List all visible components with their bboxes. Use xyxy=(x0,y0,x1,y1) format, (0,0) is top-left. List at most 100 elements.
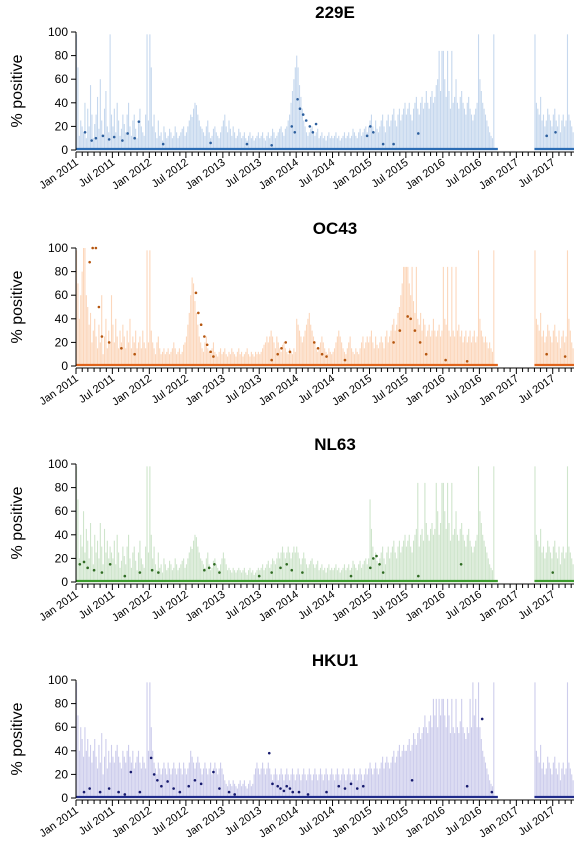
bar xyxy=(204,342,206,366)
bar xyxy=(183,558,185,582)
bar xyxy=(137,750,140,798)
bar xyxy=(136,756,138,798)
bar xyxy=(571,774,573,798)
data-point xyxy=(284,341,288,344)
data-point xyxy=(203,568,206,572)
bar xyxy=(149,466,151,582)
bar xyxy=(434,330,436,366)
data-point xyxy=(178,790,182,794)
bar xyxy=(336,138,338,150)
bar xyxy=(228,567,230,582)
bar xyxy=(218,768,220,798)
data-point xyxy=(212,355,215,358)
bar xyxy=(210,762,212,798)
bar xyxy=(115,564,117,582)
bar xyxy=(434,96,436,150)
bar xyxy=(293,774,295,798)
bar xyxy=(160,354,162,366)
bar xyxy=(312,774,315,798)
bar xyxy=(153,114,155,150)
bar xyxy=(447,698,449,798)
bar xyxy=(386,756,388,798)
bar xyxy=(571,558,573,582)
bar xyxy=(421,733,423,798)
bar xyxy=(468,96,470,150)
bar xyxy=(236,135,238,150)
bar xyxy=(400,756,402,798)
bar xyxy=(210,570,212,582)
bar xyxy=(311,780,313,798)
bar xyxy=(544,774,546,798)
data-point xyxy=(138,790,142,794)
bar xyxy=(317,128,319,150)
data-point xyxy=(325,355,328,358)
bar xyxy=(190,750,192,798)
bar xyxy=(360,567,363,582)
bar xyxy=(277,780,279,798)
bar xyxy=(462,102,464,150)
bar xyxy=(308,312,310,366)
bar xyxy=(112,324,114,366)
bar xyxy=(281,546,284,582)
bar xyxy=(150,67,152,150)
bar xyxy=(174,768,176,798)
bar xyxy=(370,114,372,150)
data-point xyxy=(285,563,289,566)
bar xyxy=(191,756,193,798)
bar xyxy=(298,330,301,366)
bar xyxy=(403,540,405,582)
bar xyxy=(202,351,205,366)
bar xyxy=(266,768,268,798)
bar xyxy=(537,756,539,798)
bar xyxy=(269,768,271,798)
bar xyxy=(397,114,399,150)
bar xyxy=(163,126,165,150)
bar xyxy=(315,774,317,798)
bar xyxy=(476,336,478,366)
bar xyxy=(442,482,444,582)
bar xyxy=(489,780,491,798)
bar xyxy=(561,336,563,366)
data-point xyxy=(314,122,318,126)
bar xyxy=(544,342,546,366)
bar xyxy=(77,67,79,150)
bar xyxy=(279,558,281,582)
bar xyxy=(458,733,460,798)
bar xyxy=(410,295,412,366)
bar xyxy=(348,564,350,582)
bar xyxy=(487,774,489,798)
bar xyxy=(118,756,120,798)
bar xyxy=(311,330,313,366)
bar xyxy=(137,120,140,150)
bar xyxy=(566,682,569,798)
bar xyxy=(317,351,319,366)
bar xyxy=(324,774,326,798)
bar xyxy=(274,138,276,150)
bar xyxy=(231,786,233,798)
bar xyxy=(541,120,543,150)
bar xyxy=(377,564,379,582)
bar xyxy=(479,318,481,366)
bar xyxy=(394,120,396,150)
bar xyxy=(324,348,326,366)
bar xyxy=(135,560,137,582)
bar xyxy=(135,762,137,798)
bar xyxy=(239,780,241,798)
bar xyxy=(489,132,491,150)
bar xyxy=(286,126,288,150)
bar xyxy=(346,135,348,150)
bar xyxy=(113,540,115,582)
bar xyxy=(108,132,110,150)
bar xyxy=(483,108,485,150)
panel-title: OC43 xyxy=(313,219,357,238)
bar xyxy=(156,774,158,798)
bar xyxy=(549,552,552,582)
bar xyxy=(167,348,169,366)
bar xyxy=(273,342,275,366)
bar xyxy=(318,774,320,798)
bar xyxy=(415,528,417,582)
bar xyxy=(140,348,142,366)
bar xyxy=(194,768,196,798)
bar xyxy=(490,348,492,366)
bar xyxy=(81,546,83,582)
